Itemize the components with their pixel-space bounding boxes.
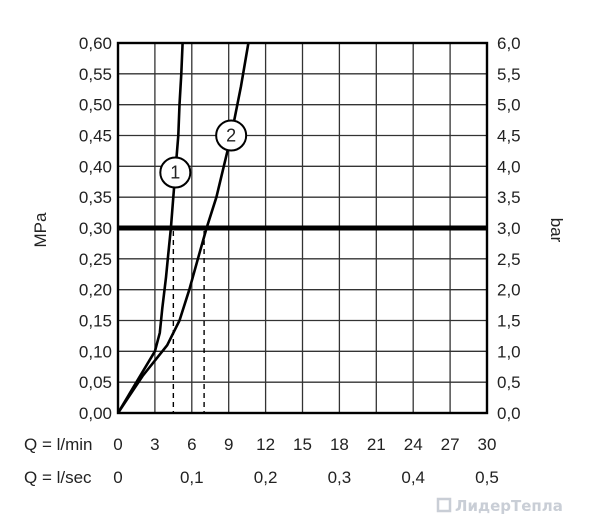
left-axis-title: MPa [31, 212, 50, 248]
x-axis-lsec-ticks: 0 0,1 0,2 0,3 0,4 0,5 [113, 468, 499, 487]
right-tick-label: 1,0 [497, 342, 521, 361]
x-axis-lsec-title: Q = l/sec [24, 468, 92, 487]
x-lmin-tick-label: 15 [293, 435, 312, 454]
right-tick-label: 6,0 [497, 34, 521, 53]
x-lsec-tick-label: 0,4 [401, 468, 425, 487]
left-tick-label: 0,40 [79, 157, 112, 176]
x-lmin-tick-label: 27 [441, 435, 460, 454]
right-tick-label: 5,5 [497, 65, 521, 84]
x-lmin-tick-label: 3 [150, 435, 159, 454]
left-tick-label: 0,35 [79, 188, 112, 207]
left-tick-label: 0,50 [79, 96, 112, 115]
left-tick-label: 0,55 [79, 65, 112, 84]
flow-dropdown-lines [172, 231, 205, 413]
curve-1-line [116, 42, 184, 414]
left-tick-label: 0,10 [79, 342, 112, 361]
x-lmin-tick-label: 30 [478, 435, 497, 454]
right-tick-label: 3,0 [497, 219, 521, 238]
x-lmin-tick-label: 21 [367, 435, 386, 454]
right-tick-label: 0,5 [497, 373, 521, 392]
left-tick-label: 0,05 [79, 373, 112, 392]
left-tick-label: 0,45 [79, 127, 112, 146]
right-axis-ticks: 0,0 0,5 1,0 1,5 2,0 2,5 3,0 3,5 4,0 4,5 5,0 5,5 6,0 [497, 34, 521, 423]
right-tick-label: 2,5 [497, 250, 521, 269]
x-lmin-tick-label: 0 [113, 435, 122, 454]
x-lsec-tick-label: 0,5 [475, 468, 499, 487]
x-lmin-tick-label: 9 [224, 435, 233, 454]
curve-2-marker [215, 119, 248, 152]
right-tick-label: 4,5 [497, 127, 521, 146]
plot-frame [116, 41, 489, 415]
right-tick-label: 2,0 [497, 281, 521, 300]
left-tick-label: 0,25 [79, 250, 112, 269]
left-tick-label: 0,60 [79, 34, 112, 53]
right-tick-label: 0,0 [497, 404, 521, 423]
curve-1-marker [159, 156, 192, 189]
curve-2-marker-label: 2 [226, 126, 236, 146]
x-lsec-tick-label: 0,2 [254, 468, 278, 487]
right-axis-title: bar [547, 218, 566, 243]
right-tick-label: 5,0 [497, 96, 521, 115]
x-lmin-tick-label: 6 [187, 435, 196, 454]
x-lsec-tick-label: 0 [113, 468, 122, 487]
curve-1-marker-label: 1 [170, 163, 180, 183]
plot-border [116, 41, 489, 415]
x-lmin-tick-label: 24 [404, 435, 423, 454]
right-tick-label: 1,5 [497, 312, 521, 331]
right-tick-label: 3,5 [497, 188, 521, 207]
left-tick-label: 0,00 [79, 404, 112, 423]
left-axis-ticks: 0,00 0,05 0,10 0,15 0,20 0,25 0,30 0,35 0,40 0,45… [79, 34, 112, 423]
x-lsec-tick-label: 0,1 [180, 468, 204, 487]
watermark-logo: ЛидерТепла [436, 497, 563, 515]
curves: 12 [116, 42, 250, 414]
x-lmin-tick-label: 18 [330, 435, 349, 454]
x-lmin-tick-label: 12 [256, 435, 275, 454]
x-axis-lmin-ticks: 0 3 6 9 12 15 18 21 24 27 30 [113, 435, 496, 454]
right-tick-label: 4,0 [497, 157, 521, 176]
left-tick-label: 0,30 [79, 219, 112, 238]
left-tick-label: 0,20 [79, 281, 112, 300]
watermark-logo-icon [436, 497, 452, 513]
x-lsec-tick-label: 0,3 [328, 468, 352, 487]
left-tick-label: 0,15 [79, 312, 112, 331]
watermark-text: ЛидерТепла [455, 497, 563, 515]
x-axis-lmin-title: Q = l/min [24, 435, 93, 454]
